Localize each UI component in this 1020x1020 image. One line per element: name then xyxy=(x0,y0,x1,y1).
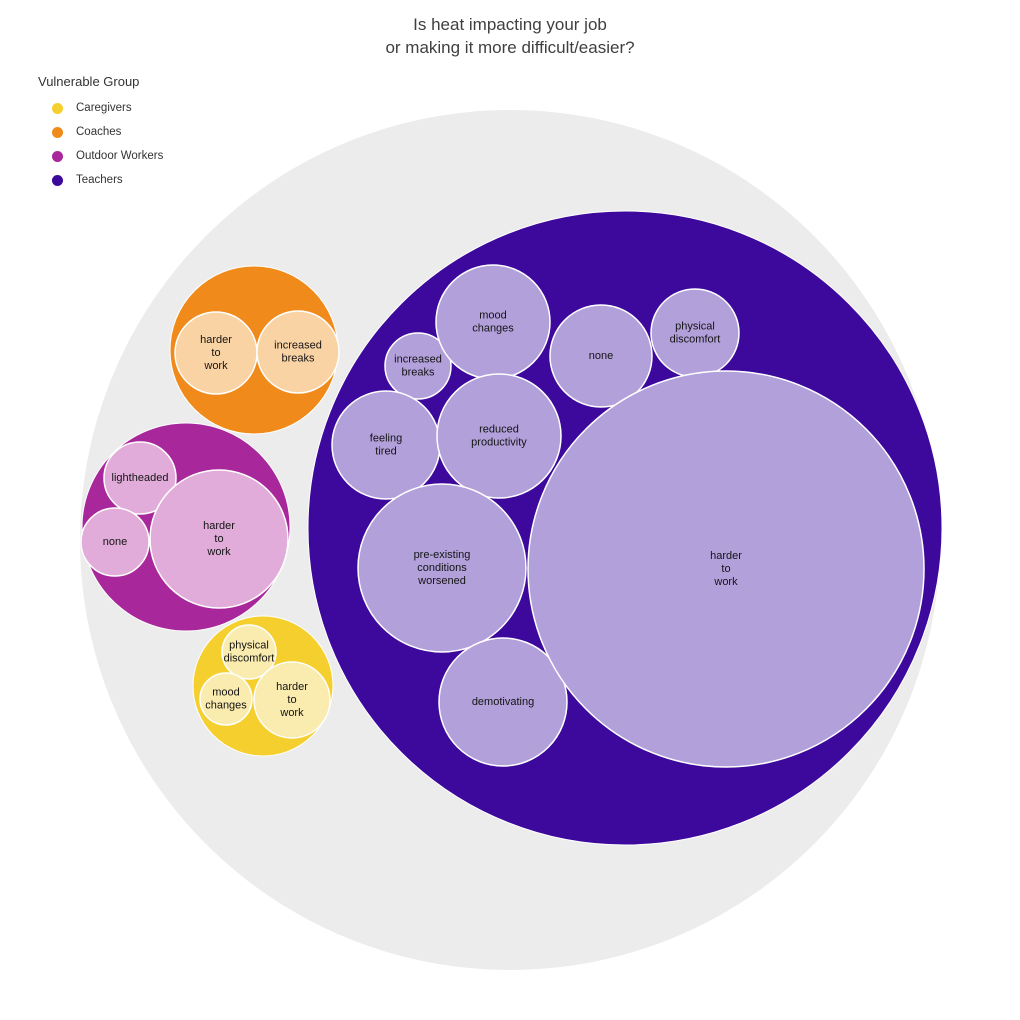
bubble-coaches-harder-to-work[interactable] xyxy=(174,311,258,395)
legend-item-outdoor-workers[interactable]: Outdoor Workers xyxy=(38,144,163,168)
legend-swatch-teachers-icon xyxy=(52,174,63,186)
bubble-teachers-harder-to-work[interactable] xyxy=(527,370,925,768)
bubble-caregivers-mood-changes[interactable] xyxy=(199,672,253,726)
title-line-1: Is heat impacting your job xyxy=(413,15,607,34)
legend-item-label: Outdoor Workers xyxy=(76,150,164,162)
bubble-teachers-physical-discomfort[interactable] xyxy=(650,288,740,378)
bubble-outdoor-workers-harder-to-work[interactable] xyxy=(149,469,289,609)
bubble-teachers-none[interactable] xyxy=(549,304,653,408)
legend-swatch-coaches-icon xyxy=(52,126,63,138)
legend-item-caregivers[interactable]: Caregivers xyxy=(38,96,163,120)
legend-item-label: Teachers xyxy=(76,174,123,186)
legend-title: Vulnerable Group xyxy=(38,74,140,89)
bubble-teachers-mood-changes[interactable] xyxy=(435,264,551,380)
bubble-outdoor-workers-lightheaded[interactable] xyxy=(103,441,177,515)
title-line-2: or making it more difficult/easier? xyxy=(385,38,635,57)
legend: Vulnerable Group Caregivers Coaches Outd… xyxy=(38,74,163,192)
legend-item-label: Caregivers xyxy=(76,102,132,114)
legend-item-label: Coaches xyxy=(76,126,122,138)
legend-swatch-caregivers-icon xyxy=(52,102,63,114)
bubble-caregivers-harder-to-work[interactable] xyxy=(253,661,331,739)
legend-swatch-outdoor-workers-icon xyxy=(52,150,63,162)
bubble-outdoor-workers-none[interactable] xyxy=(80,507,150,577)
bubble-teachers-demotivating[interactable] xyxy=(438,637,568,767)
legend-item-teachers[interactable]: Teachers xyxy=(38,168,163,192)
bubble-caregivers-physical-discomfort[interactable] xyxy=(221,624,277,680)
bubble-coaches-increased-breaks[interactable] xyxy=(256,310,340,394)
legend-item-coaches[interactable]: Coaches xyxy=(38,120,163,144)
bubble-teachers-feeling-tired[interactable] xyxy=(331,390,441,500)
bubble-teachers-pre-existing-conditions-worsened[interactable] xyxy=(357,483,527,653)
page-title: Is heat impacting your job or making it … xyxy=(0,13,1020,59)
bubble-teachers-increased-breaks[interactable] xyxy=(384,332,452,400)
bubble-teachers-reduced-productivity[interactable] xyxy=(436,373,562,499)
